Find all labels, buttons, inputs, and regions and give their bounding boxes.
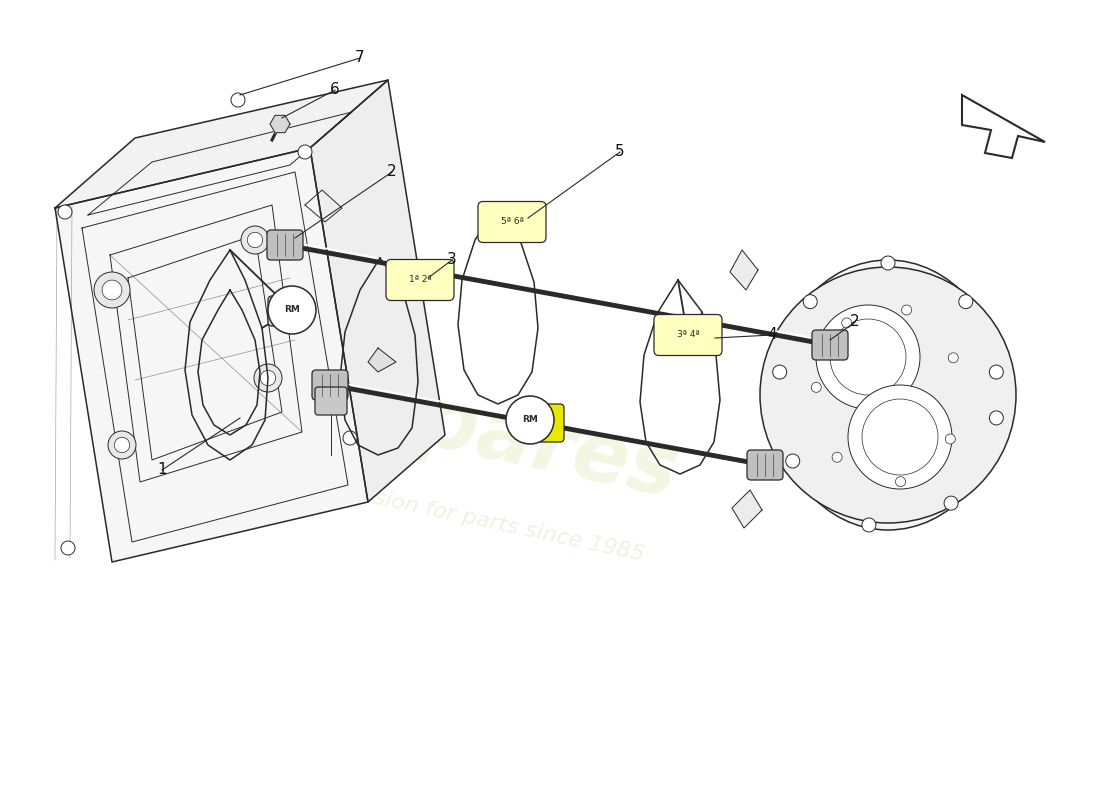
- Polygon shape: [962, 95, 1045, 158]
- Polygon shape: [732, 490, 762, 528]
- FancyBboxPatch shape: [518, 404, 564, 442]
- Circle shape: [948, 353, 958, 363]
- Circle shape: [114, 438, 130, 453]
- Text: 4: 4: [767, 327, 777, 342]
- Circle shape: [254, 364, 282, 392]
- Circle shape: [944, 496, 958, 510]
- Polygon shape: [55, 80, 388, 208]
- Circle shape: [816, 305, 920, 409]
- Circle shape: [231, 93, 245, 107]
- Circle shape: [945, 434, 956, 444]
- Text: a passion for parts since 1985: a passion for parts since 1985: [314, 475, 647, 565]
- Circle shape: [803, 294, 817, 309]
- Text: 3ª 4ª: 3ª 4ª: [676, 330, 700, 339]
- Circle shape: [895, 477, 905, 486]
- Polygon shape: [310, 80, 446, 502]
- FancyBboxPatch shape: [654, 314, 722, 355]
- Text: RM: RM: [284, 306, 300, 314]
- Ellipse shape: [773, 260, 1003, 530]
- Circle shape: [989, 365, 1003, 379]
- FancyBboxPatch shape: [812, 330, 848, 360]
- Circle shape: [812, 382, 822, 392]
- Circle shape: [760, 267, 1016, 523]
- FancyBboxPatch shape: [386, 259, 454, 301]
- Circle shape: [58, 205, 72, 219]
- Circle shape: [60, 541, 75, 555]
- Circle shape: [506, 396, 554, 444]
- Polygon shape: [270, 115, 290, 133]
- Circle shape: [848, 385, 952, 489]
- Text: eurospares: eurospares: [154, 326, 686, 514]
- Text: 2: 2: [850, 314, 860, 330]
- Circle shape: [862, 399, 938, 475]
- Circle shape: [241, 226, 270, 254]
- Circle shape: [830, 319, 906, 395]
- FancyBboxPatch shape: [669, 324, 703, 348]
- Circle shape: [298, 145, 312, 159]
- Circle shape: [902, 305, 912, 315]
- Circle shape: [881, 256, 895, 270]
- Circle shape: [989, 411, 1003, 425]
- Circle shape: [343, 431, 358, 445]
- FancyBboxPatch shape: [268, 296, 302, 326]
- FancyBboxPatch shape: [478, 202, 546, 242]
- Polygon shape: [730, 250, 758, 290]
- FancyBboxPatch shape: [747, 450, 783, 480]
- Text: 2: 2: [387, 165, 397, 179]
- Polygon shape: [55, 148, 369, 562]
- Circle shape: [248, 232, 263, 248]
- FancyBboxPatch shape: [312, 370, 348, 400]
- Circle shape: [102, 280, 122, 300]
- Circle shape: [94, 272, 130, 308]
- Polygon shape: [368, 348, 396, 372]
- Text: 6: 6: [330, 82, 340, 98]
- Text: 3: 3: [447, 253, 456, 267]
- Circle shape: [772, 365, 786, 379]
- Text: 1: 1: [157, 462, 167, 478]
- Circle shape: [862, 518, 876, 532]
- Text: 7: 7: [355, 50, 365, 66]
- FancyBboxPatch shape: [315, 387, 346, 415]
- Circle shape: [785, 454, 800, 468]
- Text: RM: RM: [522, 415, 538, 425]
- Circle shape: [842, 318, 851, 328]
- Text: 1ª 2ª: 1ª 2ª: [408, 275, 431, 285]
- Circle shape: [832, 452, 843, 462]
- Circle shape: [959, 294, 972, 309]
- Text: 5: 5: [615, 145, 625, 159]
- Text: 5ª 6ª: 5ª 6ª: [500, 218, 524, 226]
- Circle shape: [261, 370, 276, 386]
- Circle shape: [268, 286, 316, 334]
- Circle shape: [108, 431, 136, 459]
- FancyBboxPatch shape: [267, 230, 303, 260]
